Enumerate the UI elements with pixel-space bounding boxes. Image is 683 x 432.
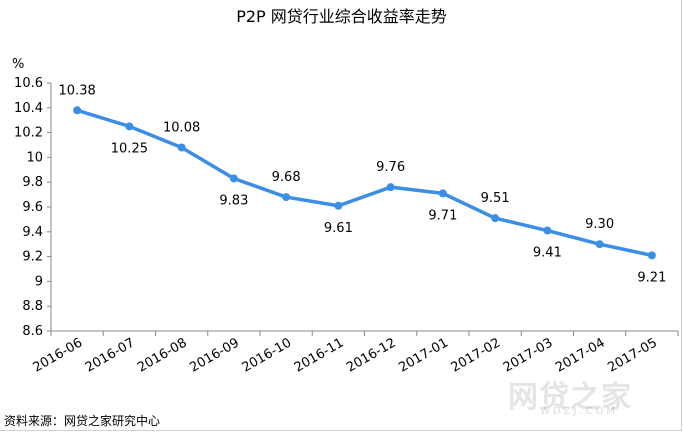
watermark-logo: 网贷之家 (508, 380, 632, 415)
y-axis-unit: % (12, 57, 24, 72)
watermark-url: WDZJ.COM (540, 406, 619, 417)
data-label: 9.83 (219, 193, 248, 208)
data-point (73, 106, 82, 115)
data-point (647, 251, 656, 260)
data-label: 9.30 (585, 217, 614, 232)
y-tick-label: 10.2 (14, 126, 43, 141)
data-point (438, 189, 447, 198)
x-tick-label: 2016-10 (240, 335, 295, 375)
x-tick-label: 2016-09 (187, 335, 242, 375)
y-tick-label: 8.6 (22, 324, 43, 339)
y-tick-label: 10.4 (14, 101, 43, 116)
y-tick-label: 9.4 (22, 225, 43, 240)
y-tick-label: 10.6 (14, 76, 43, 91)
series-line (75, 108, 654, 258)
y-tick-label: 9.2 (22, 250, 43, 265)
data-point (334, 201, 343, 210)
data-point (595, 240, 604, 249)
data-point (125, 122, 134, 131)
x-tick-label: 2016-11 (292, 335, 347, 375)
source-note: 资料来源：网贷之家研究中心 (4, 414, 161, 428)
data-label: 9.76 (376, 160, 405, 175)
data-point (491, 214, 500, 223)
data-label: 10.38 (59, 83, 96, 98)
x-tick-label: 2016-08 (135, 335, 190, 375)
data-point (229, 174, 238, 183)
y-tick-label: 9 (35, 274, 43, 289)
data-point (282, 193, 291, 202)
x-tick-label: 2016-06 (31, 335, 86, 375)
x-tick-label: 2017-04 (553, 335, 608, 375)
data-label: 9.61 (324, 221, 353, 236)
x-tick-label: 2016-12 (344, 335, 399, 375)
y-tick-label: 8.8 (22, 299, 43, 314)
data-point (543, 226, 552, 235)
x-tick-label: 2017-03 (501, 335, 556, 375)
x-tick-label: 2016-07 (83, 335, 138, 375)
y-tick-label: 10 (26, 150, 43, 165)
data-label: 10.25 (111, 141, 148, 156)
data-point (386, 183, 395, 192)
data-label: 9.68 (272, 170, 301, 185)
data-label: 9.21 (637, 270, 666, 285)
x-tick-label: 2017-01 (396, 335, 451, 375)
x-tick-label: 2017-05 (605, 335, 660, 375)
data-label: 9.71 (428, 208, 457, 223)
x-tick-label: 2017-02 (449, 335, 504, 375)
data-label: 9.41 (533, 246, 562, 261)
data-point (177, 143, 186, 152)
y-tick-label: 9.6 (22, 200, 43, 215)
chart-title: P2P 网贷行业综合收益率走势 (236, 7, 447, 26)
data-label: 10.08 (163, 120, 200, 135)
data-label: 9.51 (481, 191, 510, 206)
y-tick-label: 9.8 (22, 175, 43, 190)
